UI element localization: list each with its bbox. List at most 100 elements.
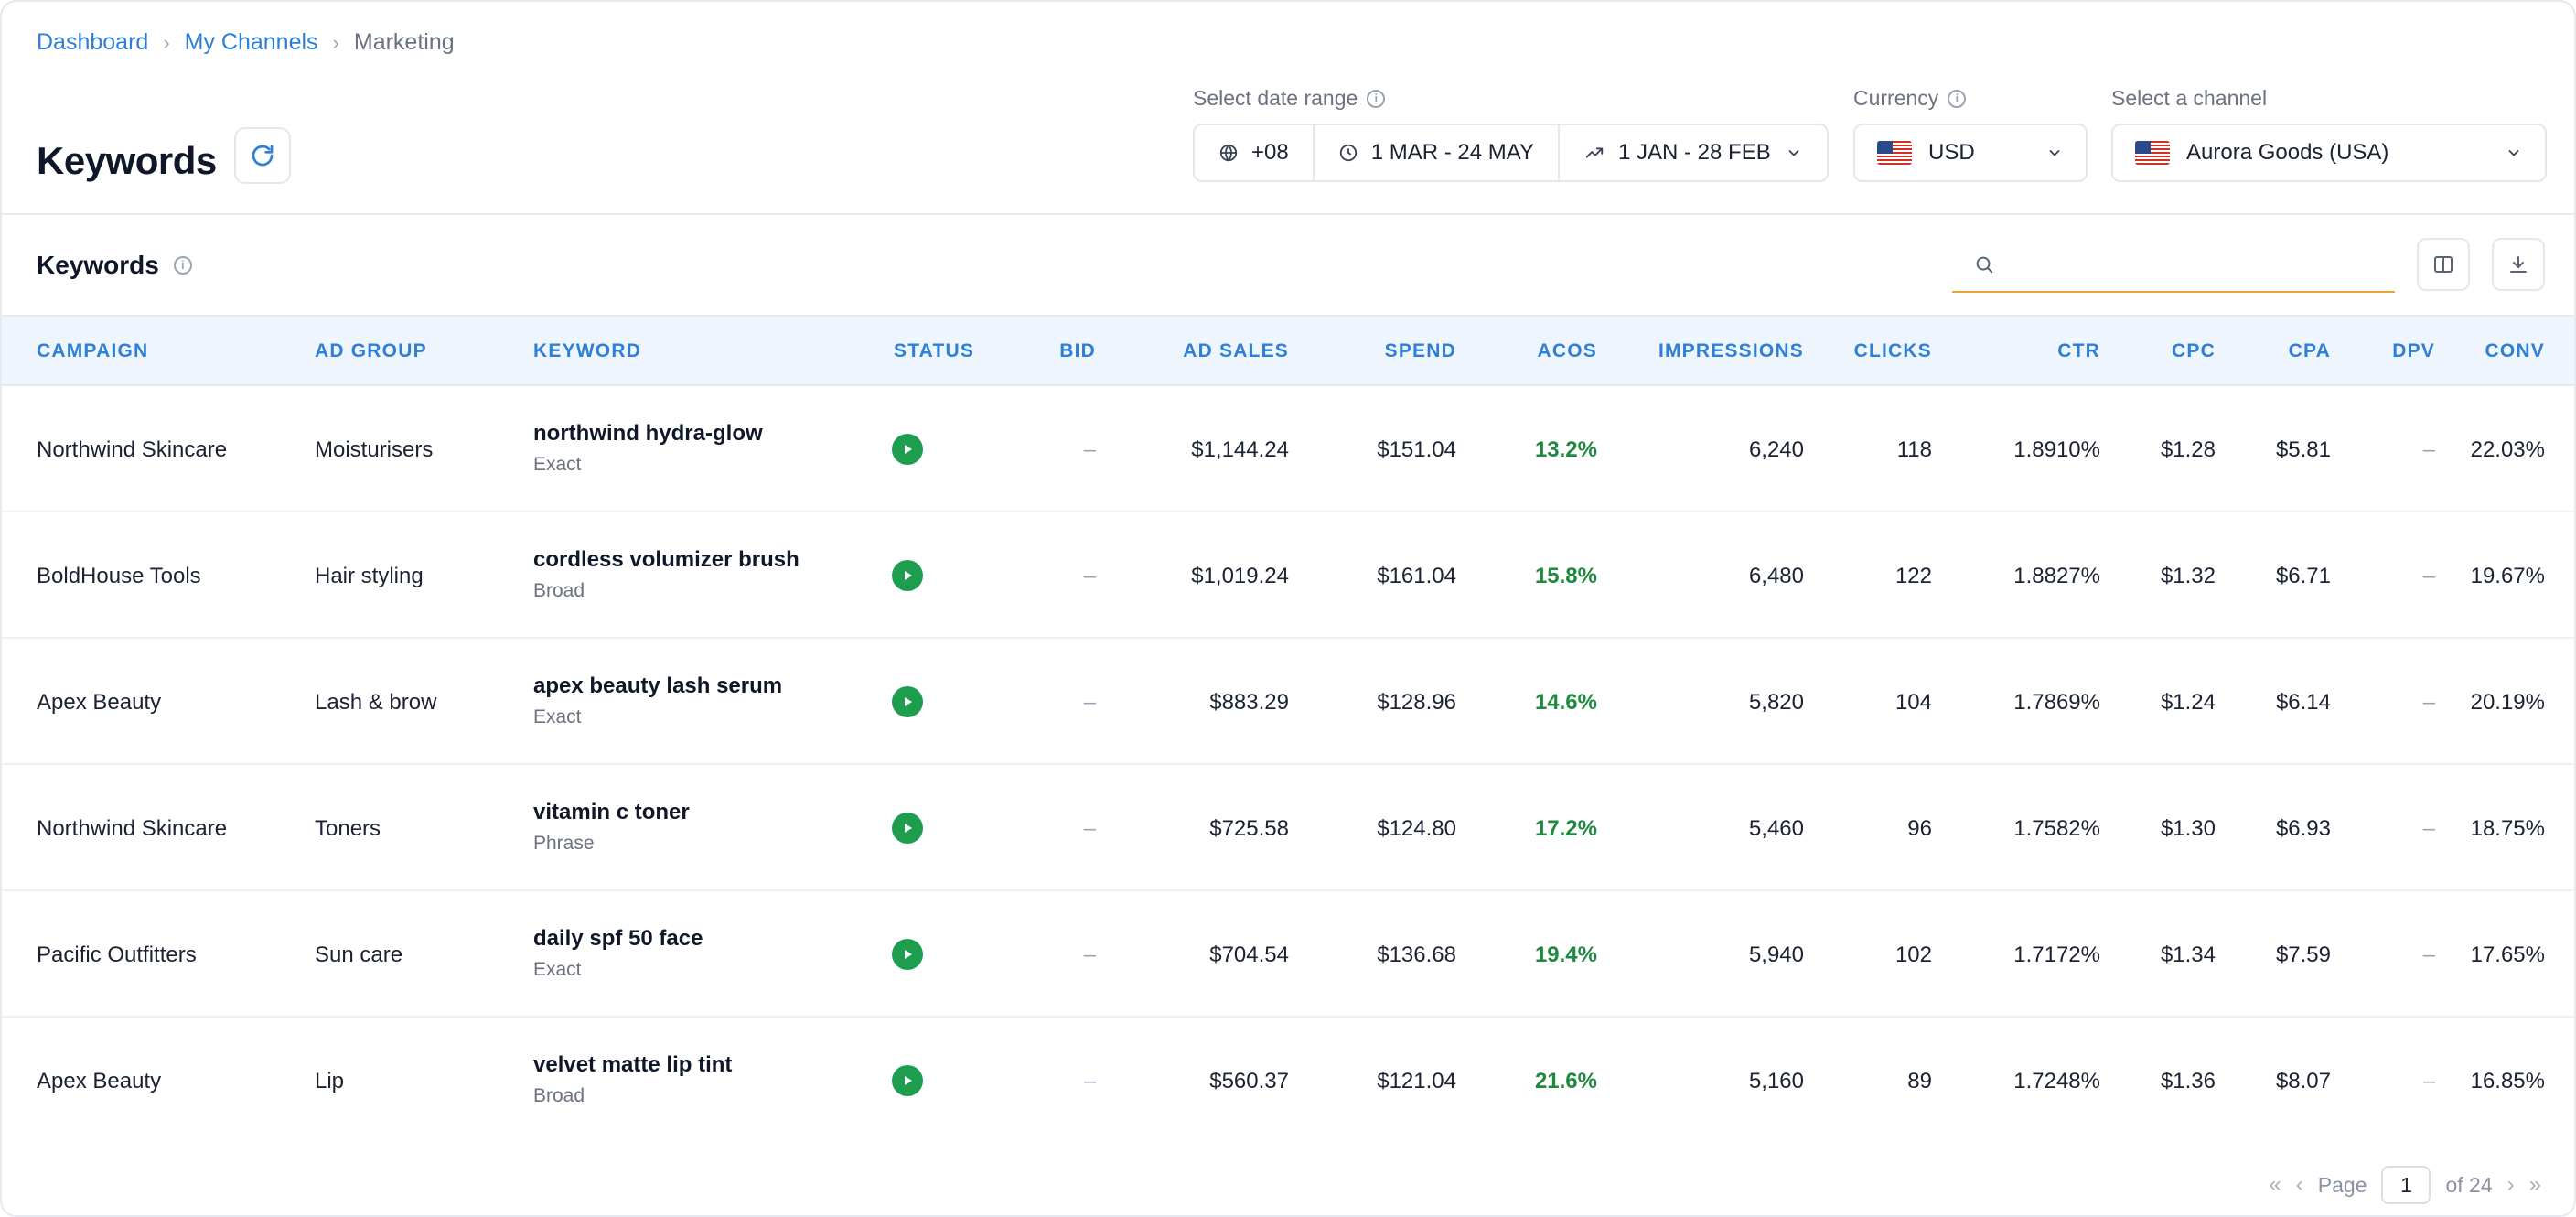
cell-cpa: $7.59 xyxy=(2275,942,2331,967)
column-header-dpv[interactable]: DPV xyxy=(2392,340,2435,361)
cell-conv: 18.75% xyxy=(2470,816,2545,841)
refresh-button[interactable] xyxy=(234,127,291,184)
status-active-icon[interactable] xyxy=(892,686,923,717)
column-header-cpc[interactable]: CPC xyxy=(2172,340,2216,361)
table-row[interactable]: Northwind Skincare Toners – $725.58 $124.80 1… xyxy=(2,765,2574,891)
status-active-icon[interactable] xyxy=(892,560,923,591)
timezone-selector[interactable]: +08 xyxy=(1195,125,1315,180)
cell-clicks: 89 xyxy=(1907,1069,1932,1093)
table-row[interactable]: BoldHouse Tools Hair styling – $1,019.24 $16… xyxy=(2,512,2574,639)
cell-ad-group: Hair styling xyxy=(315,564,424,588)
cell-ctr: 1.8910% xyxy=(2013,437,2100,462)
cell-ad-sales: $725.58 xyxy=(1209,816,1289,841)
keyword-match-type: Broad xyxy=(533,580,585,601)
prev-page-button[interactable]: ‹ xyxy=(2295,1172,2303,1197)
column-header-impressions[interactable]: IMPRESSIONS xyxy=(1658,340,1804,361)
first-page-button[interactable]: « xyxy=(2269,1172,2281,1197)
table-row[interactable]: Pacific Outfitters Sun care – $704.54 $136.6… xyxy=(2,891,2574,1018)
next-page-button[interactable]: › xyxy=(2506,1172,2515,1197)
column-header-keyword[interactable]: KEYWORD xyxy=(533,340,642,361)
date-range-label: Select date range i xyxy=(1193,86,1386,111)
cell-bid: – xyxy=(1083,690,1096,715)
breadcrumb-link-my-channels[interactable]: My Channels xyxy=(184,29,318,55)
search-icon xyxy=(1976,256,1993,274)
date-range-picker: +08 1 MAR - 24 MAY 1 JAN - 28 FEB xyxy=(1193,124,1829,182)
cell-cpc: $1.32 xyxy=(2160,564,2216,588)
keyword-name[interactable]: cordless volumizer brush xyxy=(533,547,800,572)
keyword-name[interactable]: velvet matte lip tint xyxy=(533,1052,733,1077)
column-header-ad-sales[interactable]: AD SALES xyxy=(1183,340,1289,361)
cell-acos: 13.2% xyxy=(1534,437,1597,462)
column-header-campaign[interactable]: CAMPAIGN xyxy=(37,340,149,361)
breadcrumb-link-dashboard[interactable]: Dashboard xyxy=(37,29,149,55)
cell-ad-group: Toners xyxy=(315,816,381,841)
cell-cpc: $1.36 xyxy=(2160,1069,2216,1093)
cell-ctr: 1.8827% xyxy=(2013,564,2100,588)
column-header-bid[interactable]: BID xyxy=(1059,340,1096,361)
table-row[interactable]: Apex Beauty Lash & brow – $883.29 $128.96 14.… xyxy=(2,639,2574,765)
breadcrumb-current: Marketing xyxy=(353,29,455,55)
primary-date-range[interactable]: 1 MAR - 24 MAY xyxy=(1315,125,1560,180)
compare-date-range[interactable]: 1 JAN - 28 FEB xyxy=(1560,125,1827,180)
cell-campaign: Northwind Skincare xyxy=(37,437,228,462)
breadcrumb-separator: › xyxy=(163,30,170,54)
pagination: « ‹ Page 1 of 24 › » xyxy=(2269,1166,2541,1204)
cell-impressions: 6,480 xyxy=(1748,564,1804,588)
cell-ad-sales: $883.29 xyxy=(1209,690,1289,715)
columns-toggle-button[interactable] xyxy=(2417,238,2470,291)
cell-ad-group: Moisturisers xyxy=(315,437,434,462)
column-header-acos[interactable]: ACOS xyxy=(1537,340,1597,361)
cell-spend: $151.04 xyxy=(1377,437,1456,462)
columns-icon xyxy=(2434,256,2453,273)
currency-select[interactable]: USD xyxy=(1853,124,2088,182)
page-number-input[interactable]: 1 xyxy=(2381,1166,2431,1204)
status-active-icon[interactable] xyxy=(892,1065,923,1096)
primary-date-range-value: 1 MAR - 24 MAY xyxy=(1370,140,1534,165)
cell-conv: 16.85% xyxy=(2470,1069,2545,1093)
column-header-spend[interactable]: SPEND xyxy=(1384,340,1456,361)
globe-icon xyxy=(1219,144,1238,162)
keyword-name[interactable]: northwind hydra-glow xyxy=(533,421,763,446)
last-page-button[interactable]: » xyxy=(2528,1172,2541,1197)
cell-cpc: $1.34 xyxy=(2160,942,2216,967)
cell-cpa: $8.07 xyxy=(2275,1069,2331,1093)
keyword-match-type: Exact xyxy=(533,454,582,475)
cell-cpc: $1.28 xyxy=(2160,437,2216,462)
cell-spend: $121.04 xyxy=(1377,1069,1456,1093)
column-header-ad-group[interactable]: AD GROUP xyxy=(315,340,427,361)
info-icon[interactable]: i xyxy=(1948,89,1967,108)
column-header-clicks[interactable]: CLICKS xyxy=(1853,340,1932,361)
page-title: Keywords xyxy=(37,139,217,182)
search-input[interactable] xyxy=(2009,252,2375,277)
column-header-conv[interactable]: CONV xyxy=(2485,340,2545,361)
info-icon[interactable]: i xyxy=(1367,89,1386,108)
status-active-icon[interactable] xyxy=(892,939,923,970)
cell-dpv: – xyxy=(2422,816,2435,841)
cell-cpa: $5.81 xyxy=(2275,437,2331,462)
download-button[interactable] xyxy=(2492,238,2545,291)
table-row[interactable]: Northwind Skincare Moisturisers – $1,144.24… xyxy=(2,386,2574,512)
table-row[interactable]: Apex Beauty Lip – $560.37 $121.04 21.6% 5,160 8… xyxy=(2,1018,2574,1144)
keyword-name[interactable]: apex beauty lash serum xyxy=(533,673,783,698)
column-header-ctr[interactable]: CTR xyxy=(2057,340,2100,361)
cell-campaign: Northwind Skincare xyxy=(37,816,228,841)
cell-ad-sales: $1,144.24 xyxy=(1191,437,1289,462)
channel-label: Select a channel xyxy=(2111,86,2268,110)
keyword-name[interactable]: daily spf 50 face xyxy=(533,926,703,951)
cell-conv: 22.03% xyxy=(2470,437,2545,462)
cell-bid: – xyxy=(1083,437,1096,462)
cell-cpa: $6.93 xyxy=(2275,816,2331,841)
column-header-cpa[interactable]: CPA xyxy=(2288,340,2331,361)
channel-select[interactable]: Aurora Goods (USA) xyxy=(2111,124,2547,182)
cell-spend: $136.68 xyxy=(1377,942,1456,967)
cell-cpc: $1.24 xyxy=(2160,690,2216,715)
info-icon[interactable]: i xyxy=(173,256,192,275)
keyword-name[interactable]: vitamin c toner xyxy=(533,800,690,824)
status-active-icon[interactable] xyxy=(892,434,923,465)
section-title: Keywords i xyxy=(37,251,192,280)
status-active-icon[interactable] xyxy=(892,813,923,844)
search-box xyxy=(1952,238,2395,293)
cell-ctr: 1.7582% xyxy=(2013,816,2100,841)
column-header-status[interactable]: STATUS xyxy=(894,340,975,361)
